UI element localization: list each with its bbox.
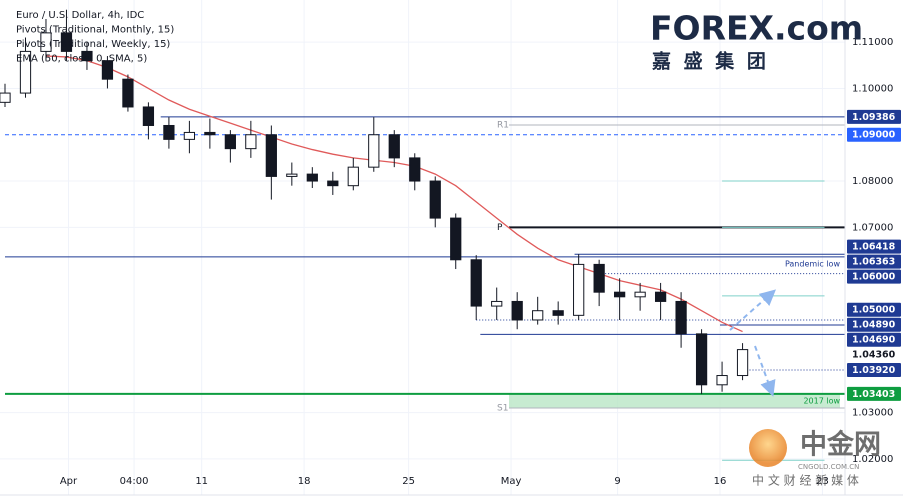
price-label: 1.03403	[852, 389, 895, 400]
y-tick-label: 1.02000	[852, 454, 893, 465]
pivot-label: R1	[497, 121, 509, 131]
price-label: 1.09386	[852, 112, 896, 123]
price-label: 1.06363	[852, 257, 895, 268]
candle-body	[532, 310, 544, 321]
candle-body	[183, 131, 196, 140]
price-box	[847, 254, 901, 269]
price-label: 1.09000	[852, 130, 896, 141]
x-tick-label: 25	[402, 476, 415, 487]
legend-line: Euro / U.S. Dollar, 4h, IDC	[16, 10, 144, 21]
candle-body	[736, 349, 749, 377]
x-tick-label: Apr	[60, 476, 78, 487]
logo: FOREX.com 嘉 盛 集 团	[650, 9, 863, 73]
candle-body	[368, 134, 380, 168]
candle-body	[388, 134, 400, 159]
candle-body	[573, 263, 585, 316]
candle-body	[347, 166, 359, 187]
x-tick-label: 11	[195, 476, 208, 487]
price-label: 1.04890	[852, 320, 896, 331]
watermark-icon	[749, 429, 787, 467]
candle-body	[716, 375, 728, 386]
candle-body	[675, 300, 687, 335]
price-box	[847, 109, 901, 124]
candle-body	[470, 259, 482, 307]
price-box	[847, 317, 901, 332]
candle-body	[142, 106, 155, 126]
candle-body	[40, 32, 52, 52]
candle-body	[265, 134, 277, 177]
candle-body	[101, 60, 114, 80]
logo-subtext: 嘉 盛 集 团	[651, 50, 769, 73]
price-box	[847, 127, 901, 142]
price-box	[847, 386, 901, 401]
candle-body	[306, 173, 318, 182]
legend-line: EMA (50, close, 0, SMA, 5)	[16, 54, 147, 65]
candle-body	[634, 291, 646, 298]
candle-body	[593, 263, 605, 293]
x-tick-label: 04:00	[120, 476, 149, 487]
candle-body	[60, 32, 73, 52]
price-label: 1.06000	[852, 272, 896, 283]
price-label: 1.05000	[852, 305, 896, 316]
price-box	[847, 347, 901, 362]
candle-body	[286, 173, 298, 177]
watermark: 中金网 CNGOLD.COM.CN 中 文 财 经 新 媒 体	[749, 429, 881, 488]
price-label: 1.03920	[852, 365, 896, 376]
x-tick-label: May	[501, 476, 522, 487]
y-tick-label: 1.10000	[852, 83, 893, 94]
legend-line: Pivots (Traditional, Monthly, 15)	[16, 25, 174, 36]
price-label: 1.04690	[852, 335, 896, 346]
candle-body	[654, 291, 667, 302]
pivot-label: S1	[497, 403, 508, 413]
watermark-subtext: 中 文 财 经 新 媒 体	[752, 473, 859, 488]
candle-body	[409, 157, 421, 182]
y-tick-label: 1.08000	[852, 176, 893, 187]
candle-body	[429, 180, 441, 219]
price-box	[847, 332, 901, 347]
y-tick-label: 1.11000	[852, 37, 893, 48]
candle-body	[0, 92, 11, 103]
arrow-up	[729, 289, 776, 331]
price-box	[847, 362, 901, 377]
candle-body	[81, 50, 93, 62]
watermark-text: 中金网	[800, 429, 881, 461]
candle-body	[695, 333, 708, 386]
price-box	[847, 269, 901, 284]
candle-body	[245, 134, 257, 150]
y-tick-label: 1.07000	[852, 222, 893, 233]
candle-body	[511, 300, 523, 321]
candle-body	[122, 78, 134, 108]
x-tick-label: 16	[714, 476, 727, 487]
candle-body	[450, 217, 462, 261]
candle-body	[204, 131, 216, 136]
watermark-url: CNGOLD.COM.CN	[798, 463, 859, 471]
candle-body	[163, 124, 175, 140]
logo-text: FOREX.com	[650, 9, 863, 48]
price-label: 1.06418	[852, 242, 896, 253]
price-box	[847, 239, 901, 254]
candle-body	[614, 291, 626, 298]
annotation: 2017 low	[803, 396, 840, 405]
y-tick-label: 1.03000	[852, 408, 893, 419]
x-tick-label: 9	[614, 476, 620, 487]
pivot-label: P	[497, 223, 503, 233]
x-tick-label: 18	[298, 476, 311, 487]
price-box	[847, 302, 901, 317]
candle-body	[491, 300, 503, 307]
price-label: 1.04360	[852, 350, 896, 361]
x-tick-label: 23	[816, 476, 829, 487]
candle-body	[327, 180, 339, 187]
legend-line: Pivots (Traditional, Weekly, 15)	[16, 39, 170, 50]
annotation: Pandemic low	[785, 259, 841, 268]
candle-body	[19, 50, 32, 94]
candle-body	[552, 310, 564, 316]
candle-body	[224, 134, 236, 150]
support-zone	[509, 393, 840, 408]
